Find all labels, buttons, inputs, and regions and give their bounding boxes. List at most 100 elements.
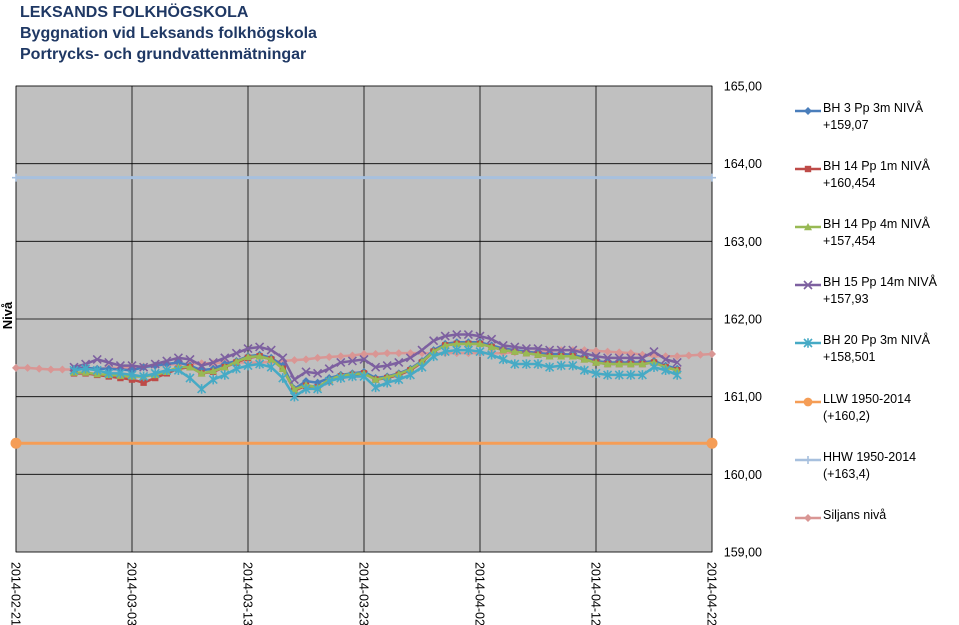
series-2-point [418, 357, 426, 365]
series-7-point [313, 353, 322, 362]
series-7-point [12, 363, 20, 372]
series-7-point [371, 349, 380, 358]
legend-subtext: +159,07 [823, 118, 869, 132]
series-2-point [255, 352, 264, 360]
x-tick-label: 2014-02-21 [9, 562, 23, 625]
legend-swatch [795, 165, 821, 173]
legend-swatch-marker [804, 456, 812, 464]
legend-name: BH 20 Pp 3m NIVÅ [823, 333, 930, 347]
legend-subtext: (+160,2) [823, 409, 870, 423]
series-2-point [278, 364, 287, 372]
series-4-point [336, 373, 346, 383]
header-subtitle: Byggnation vid Leksands folkhögskola [20, 25, 317, 42]
series-4-point [278, 373, 288, 383]
legend-label: BH 15 Pp 14m NIVÅ +157,93 [823, 274, 937, 308]
series-4-point [417, 362, 427, 372]
legend-swatch-marker [803, 397, 813, 407]
series-3-point [92, 354, 102, 364]
series-2-point [603, 360, 612, 368]
series-2-point [580, 355, 589, 363]
legend-subtext: +157,93 [823, 292, 869, 306]
series-4-point [92, 365, 102, 376]
series-4-point [255, 359, 265, 369]
series-3-point [127, 361, 137, 371]
series-4-point [313, 384, 323, 394]
series-4-point [104, 368, 114, 379]
series-3-point [405, 353, 415, 363]
x-tick-label: 2014-04-02 [473, 562, 487, 625]
legend-swatch-marker [804, 514, 812, 522]
series-4-point [289, 391, 299, 402]
series-3-point [220, 353, 230, 363]
series-4-point [591, 368, 601, 379]
series-3-point [115, 361, 125, 371]
y-tick-label: 162,00 [724, 313, 762, 327]
series-3-point [440, 331, 450, 341]
series-3-point [197, 361, 207, 371]
series-2-point [626, 360, 635, 368]
series-4-group [69, 345, 682, 402]
series-4-point [568, 360, 578, 371]
series-4-point [545, 362, 555, 372]
series-3-point [579, 348, 589, 358]
series-3-point [173, 353, 183, 363]
legend-swatch [795, 107, 821, 115]
chart-header: LEKSANDS FOLKHÖGSKOLA Byggnation vid Lek… [20, 2, 317, 65]
legend-label: BH 14 Pp 4m NIVÅ +157,454 [823, 216, 930, 250]
series-2-point [383, 373, 392, 381]
series-7-point [23, 363, 32, 372]
series-3-point [243, 343, 253, 354]
series-7-point [708, 349, 716, 358]
series-4-point [197, 384, 207, 394]
legend-label: BH 3 Pp 3m NIVÅ +159,07 [823, 100, 923, 134]
series-2-point [557, 352, 566, 360]
series-3-point [498, 340, 508, 350]
legend-swatch [795, 456, 821, 464]
series-2-point [476, 339, 484, 348]
series-3-point [347, 356, 357, 366]
series-4-point [452, 345, 462, 355]
series-4-point [324, 376, 334, 386]
series-3-point [162, 356, 172, 366]
series-4-point [69, 365, 79, 376]
legend-name: Siljans nivå [823, 508, 887, 522]
series-3-point [475, 331, 485, 341]
series-7-point [615, 348, 624, 357]
legend-swatch [795, 514, 821, 522]
series-3-point [603, 353, 613, 363]
series-2-point [394, 370, 403, 378]
series-3-point [139, 362, 149, 372]
series-2-point [510, 347, 519, 355]
series-2-point [452, 339, 461, 348]
series-3-point [568, 345, 578, 355]
series-7-point [592, 346, 600, 355]
series-4-point [637, 370, 647, 380]
series-2-point [441, 341, 450, 349]
series-2-point [197, 369, 206, 377]
series-7-point [58, 365, 67, 374]
series-5-point [10, 437, 22, 449]
series-2-point [499, 346, 508, 354]
series-3-point [313, 368, 323, 378]
legend-swatch-marker [804, 107, 812, 115]
legend-label: HHW 1950-2014 (+163,4) [823, 449, 916, 483]
series-3-point [429, 336, 439, 346]
series-4-point [394, 374, 404, 385]
series-4-point [405, 370, 415, 380]
series-2-point [209, 367, 218, 375]
legend-swatch [795, 397, 821, 407]
legend-label: BH 20 Pp 3m NIVÅ +158,501 [823, 332, 930, 366]
series-3-point [417, 345, 427, 355]
series-2-point [615, 360, 624, 368]
series-4-point [150, 368, 160, 379]
series-3-point [649, 347, 659, 357]
y-tick-label: 164,00 [724, 157, 762, 171]
series-3-point [208, 357, 218, 368]
legend-subtext: +160,454 [823, 176, 876, 190]
series-6-point [12, 173, 20, 182]
series-7-point [348, 351, 357, 360]
series-3-point [556, 345, 566, 355]
y-tick-label: 160,00 [724, 468, 762, 482]
series-5-group [10, 437, 718, 449]
